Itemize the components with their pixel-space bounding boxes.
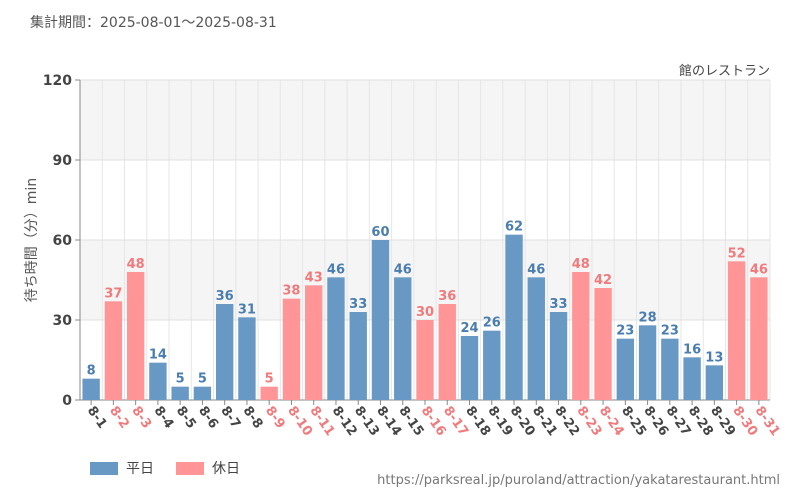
value-label: 46 [394, 262, 412, 277]
value-label: 5 [176, 372, 185, 387]
value-label: 46 [750, 262, 768, 277]
bar [549, 312, 568, 400]
y-tick-label: 60 [53, 233, 73, 249]
legend: 平日 休日 [90, 458, 262, 478]
bar [483, 330, 501, 400]
value-label: 48 [572, 257, 590, 272]
x-tick-label: 8-5 [173, 404, 199, 432]
bar [750, 277, 768, 400]
value-label: 24 [460, 321, 478, 336]
x-tick-labels: 8-18-28-38-48-58-68-78-88-98-108-118-128… [84, 400, 783, 439]
value-label: 13 [705, 350, 723, 365]
bar [616, 338, 635, 400]
legend-swatch-weekday [90, 461, 118, 475]
plot-band-upper [80, 80, 770, 160]
x-tick-label: 8-1 [84, 404, 110, 432]
source-url: https://parksreal.jp/puroland/attraction… [377, 473, 780, 488]
bar [215, 304, 234, 400]
bar [527, 277, 545, 400]
value-label: 42 [594, 273, 612, 288]
bar [505, 234, 523, 400]
value-label: 36 [216, 289, 234, 304]
y-tick-labels: 0 30 60 90 120 [43, 73, 80, 409]
bar [193, 386, 212, 400]
legend-label-weekday: 平日 [126, 461, 154, 477]
bar [727, 261, 746, 400]
bar [438, 304, 456, 400]
y-tick-label: 90 [53, 153, 73, 169]
value-label: 43 [305, 270, 323, 285]
bar [282, 298, 301, 400]
y-tick-label: 30 [53, 313, 73, 329]
value-label: 26 [483, 316, 501, 331]
value-label: 23 [616, 324, 634, 339]
bar [238, 317, 256, 400]
value-label: 5 [198, 372, 207, 387]
x-tick-label: 8-8 [240, 404, 266, 432]
bar [149, 362, 167, 400]
bar [260, 386, 278, 400]
bar [371, 240, 390, 400]
bars [82, 234, 768, 400]
value-label: 31 [238, 302, 256, 317]
value-label: 46 [527, 262, 545, 277]
bar [460, 336, 479, 400]
value-label: 60 [371, 225, 389, 240]
x-tick-label: 8-2 [106, 404, 132, 432]
bar [349, 312, 367, 400]
value-label: 37 [104, 286, 122, 301]
value-label: 52 [728, 246, 746, 261]
value-label: 33 [550, 297, 568, 312]
bar [126, 272, 145, 400]
bar [705, 365, 724, 400]
legend-item-weekday: 平日 [90, 458, 154, 478]
y-axis-title: 待ち時間（分）min [24, 178, 40, 302]
legend-item-holiday: 休日 [176, 458, 240, 478]
value-label: 36 [438, 289, 456, 304]
x-tick-label: 8-31 [752, 404, 783, 439]
plot-band-lower [80, 240, 770, 320]
value-label: 23 [661, 324, 679, 339]
x-tick-label: 8-9 [262, 404, 288, 432]
bar [104, 301, 123, 400]
bar [171, 386, 189, 400]
value-label: 33 [349, 297, 367, 312]
bar [594, 288, 612, 400]
value-label: 16 [683, 342, 701, 357]
value-label: 38 [282, 284, 300, 299]
value-label: 14 [149, 348, 167, 363]
value-label: 48 [127, 257, 145, 272]
bar [305, 285, 323, 400]
bar [572, 272, 590, 400]
x-tick-label: 8-7 [217, 404, 243, 432]
value-label: 30 [416, 305, 434, 320]
value-label: 28 [639, 310, 657, 325]
bar [327, 277, 345, 400]
x-tick-label: 8-6 [195, 404, 221, 432]
value-label: 8 [87, 364, 96, 379]
bar [394, 277, 412, 400]
value-label: 5 [265, 372, 274, 387]
legend-label-holiday: 休日 [212, 461, 240, 477]
facility-name: 館のレストラン [678, 64, 770, 79]
bar [638, 325, 657, 400]
value-label: 46 [327, 262, 345, 277]
x-tick-label: 8-3 [128, 404, 154, 432]
bar [661, 338, 679, 400]
bar [82, 378, 100, 400]
period-label: 集計期間：2025-08-01～2025-08-31 [30, 15, 277, 31]
value-label: 62 [505, 220, 523, 235]
x-tick-label: 8-4 [151, 404, 177, 432]
y-tick-label: 120 [43, 73, 72, 89]
bar [416, 320, 434, 400]
legend-swatch-holiday [176, 461, 204, 475]
y-tick-label: 0 [62, 393, 72, 409]
bar [683, 357, 701, 400]
